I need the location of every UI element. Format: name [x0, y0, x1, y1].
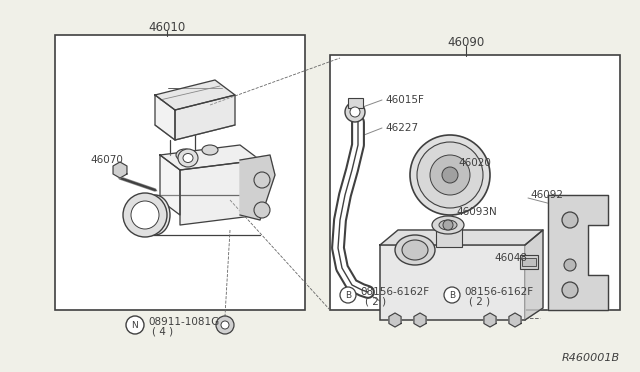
Polygon shape [160, 155, 180, 215]
Circle shape [350, 107, 360, 117]
Circle shape [340, 287, 356, 303]
Circle shape [417, 142, 483, 208]
Circle shape [254, 172, 270, 188]
Text: 08911-1081G: 08911-1081G [148, 317, 220, 327]
Text: 46092: 46092 [530, 190, 563, 200]
Circle shape [443, 220, 453, 230]
Circle shape [564, 259, 576, 271]
Polygon shape [548, 195, 608, 310]
Ellipse shape [176, 149, 194, 161]
Circle shape [562, 282, 578, 298]
Ellipse shape [432, 216, 464, 234]
Text: 46093N: 46093N [456, 207, 497, 217]
Ellipse shape [140, 195, 170, 235]
Bar [522, 258, 536, 266]
Polygon shape [414, 313, 426, 327]
Ellipse shape [144, 200, 166, 230]
Text: 46015F: 46015F [385, 95, 424, 105]
Polygon shape [113, 162, 127, 178]
Circle shape [131, 201, 159, 229]
Polygon shape [155, 95, 175, 140]
Ellipse shape [395, 235, 435, 265]
Text: R460001B: R460001B [562, 353, 620, 363]
Text: B: B [449, 291, 455, 299]
Ellipse shape [439, 220, 457, 230]
Bar [436, 225, 462, 247]
Bar [330, 55, 620, 310]
Circle shape [442, 167, 458, 183]
Text: 46090: 46090 [447, 35, 484, 48]
Ellipse shape [402, 240, 428, 260]
Text: 46010: 46010 [148, 20, 186, 33]
Circle shape [123, 193, 167, 237]
Text: 46227: 46227 [385, 123, 418, 133]
Text: ( 2 ): ( 2 ) [365, 297, 386, 307]
Circle shape [430, 155, 470, 195]
Polygon shape [240, 155, 275, 220]
Text: ( 4 ): ( 4 ) [152, 327, 173, 337]
Text: 46048: 46048 [494, 253, 527, 263]
Polygon shape [509, 313, 521, 327]
Text: 46070: 46070 [90, 155, 123, 165]
Bar [55, 35, 305, 310]
Circle shape [221, 321, 229, 329]
Circle shape [345, 102, 365, 122]
Polygon shape [180, 160, 260, 225]
Ellipse shape [202, 145, 218, 155]
Circle shape [562, 212, 578, 228]
Bar [380, 245, 525, 320]
Text: B: B [345, 291, 351, 299]
Polygon shape [175, 95, 235, 140]
Circle shape [126, 316, 144, 334]
Text: 08156-6162F: 08156-6162F [360, 287, 429, 297]
Circle shape [444, 287, 460, 303]
Circle shape [410, 135, 490, 215]
Text: N: N [132, 321, 138, 330]
Polygon shape [484, 313, 496, 327]
Polygon shape [380, 230, 543, 245]
Text: 46020: 46020 [458, 158, 491, 168]
Bar [520, 255, 538, 269]
Ellipse shape [178, 149, 198, 167]
Bar [348, 98, 363, 108]
Polygon shape [155, 80, 235, 110]
Polygon shape [160, 145, 260, 170]
Ellipse shape [183, 154, 193, 163]
Circle shape [254, 202, 270, 218]
Text: 08156-6162F: 08156-6162F [464, 287, 533, 297]
Polygon shape [525, 230, 543, 320]
Text: ( 2 ): ( 2 ) [469, 297, 490, 307]
Polygon shape [389, 313, 401, 327]
Circle shape [216, 316, 234, 334]
